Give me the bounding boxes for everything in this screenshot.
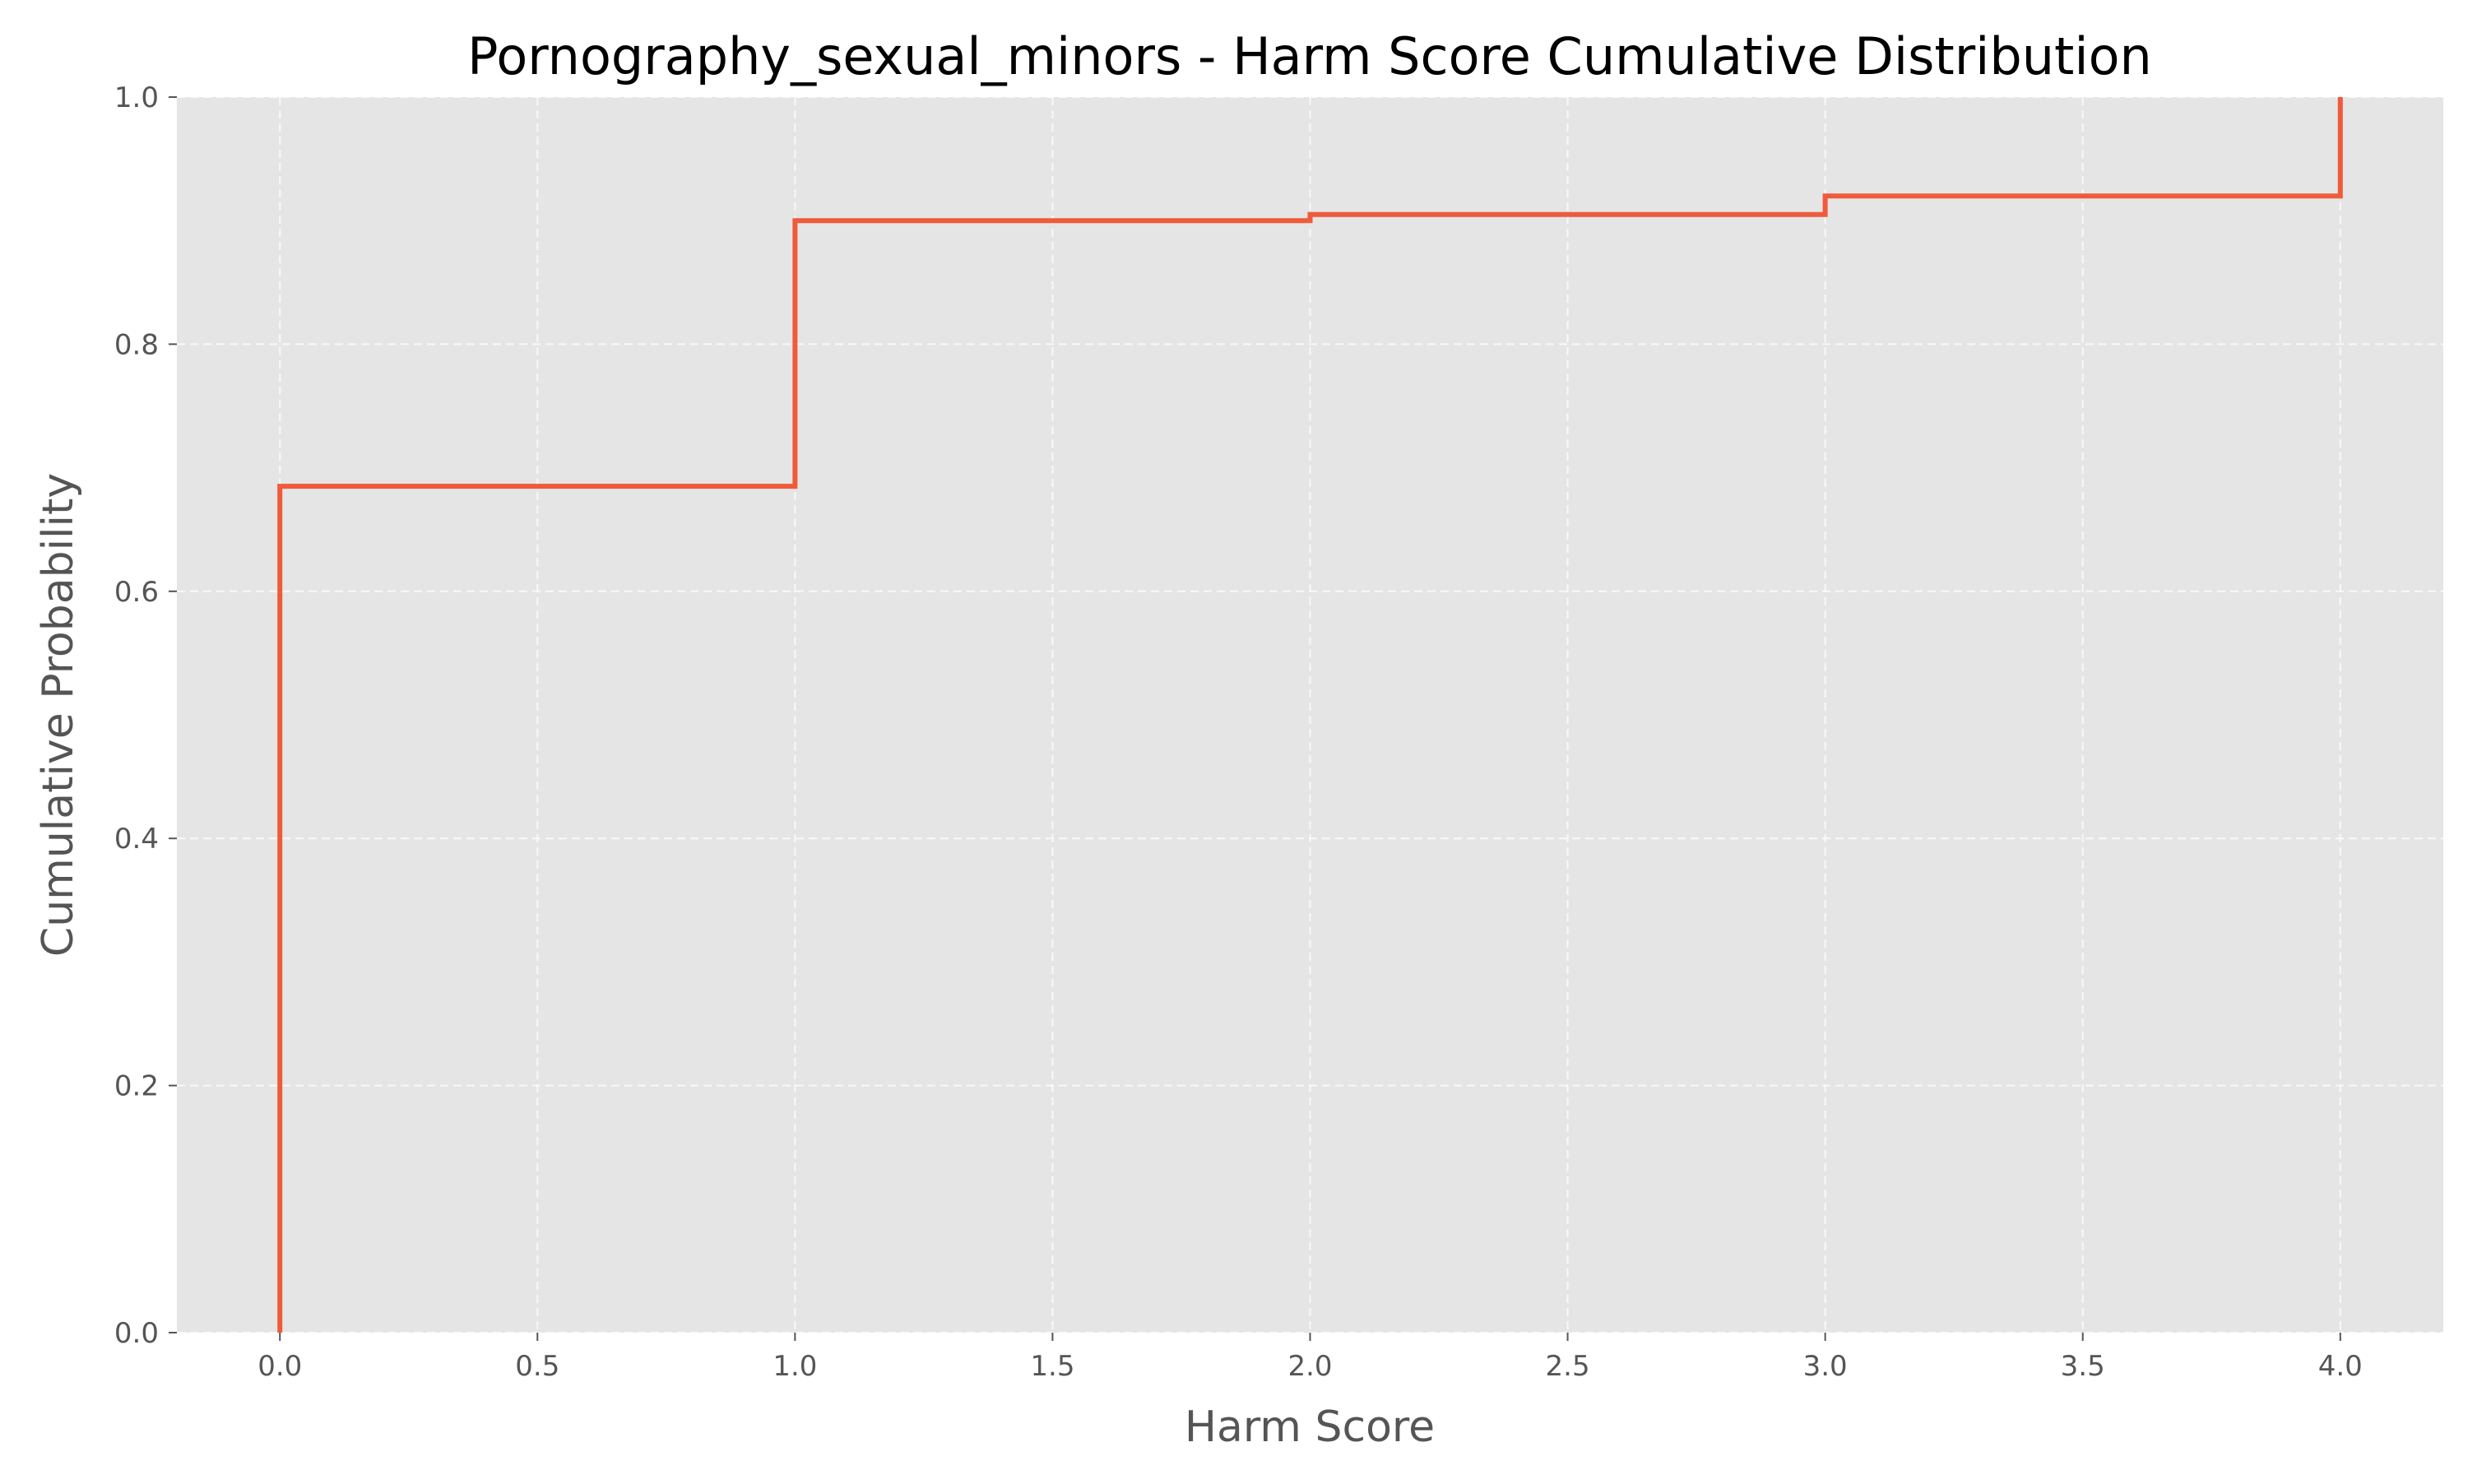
y-tick-label: 0.2	[114, 1070, 159, 1103]
x-tick-label: 1.0	[772, 1350, 817, 1383]
y-axis-title: Cumulative Probability	[34, 473, 83, 957]
chart-title: Pornography_sexual_minors - Harm Score C…	[467, 26, 2152, 86]
y-tick-label: 0.4	[114, 823, 159, 856]
x-axis-title: Harm Score	[1185, 1403, 1435, 1452]
x-tick-label: 0.5	[515, 1350, 559, 1383]
series-layer	[277, 97, 2343, 1333]
cdf-step-line	[277, 97, 2343, 1333]
y-tick-label: 0.6	[114, 576, 159, 609]
x-tick-label: 1.5	[1030, 1350, 1074, 1383]
x-tick-label: 2.5	[1546, 1350, 1590, 1383]
x-tick-label: 3.0	[1803, 1350, 1848, 1383]
y-tick-label: 0.8	[114, 328, 159, 361]
y-tick-label: 0.0	[114, 1317, 159, 1350]
x-tick-label: 3.5	[2061, 1350, 2105, 1383]
x-tick-label: 0.0	[257, 1350, 302, 1383]
x-tick-label: 4.0	[2318, 1350, 2363, 1383]
axis-ticks: 0.0 0.5 1.0 1.5 2.0 2.5 3.0 3.5 4.0 0.0 0.2 0.4 0.6 0…	[114, 81, 2363, 1383]
y-tick-label: 1.0	[114, 81, 159, 114]
x-tick-label: 2.0	[1287, 1350, 1332, 1383]
